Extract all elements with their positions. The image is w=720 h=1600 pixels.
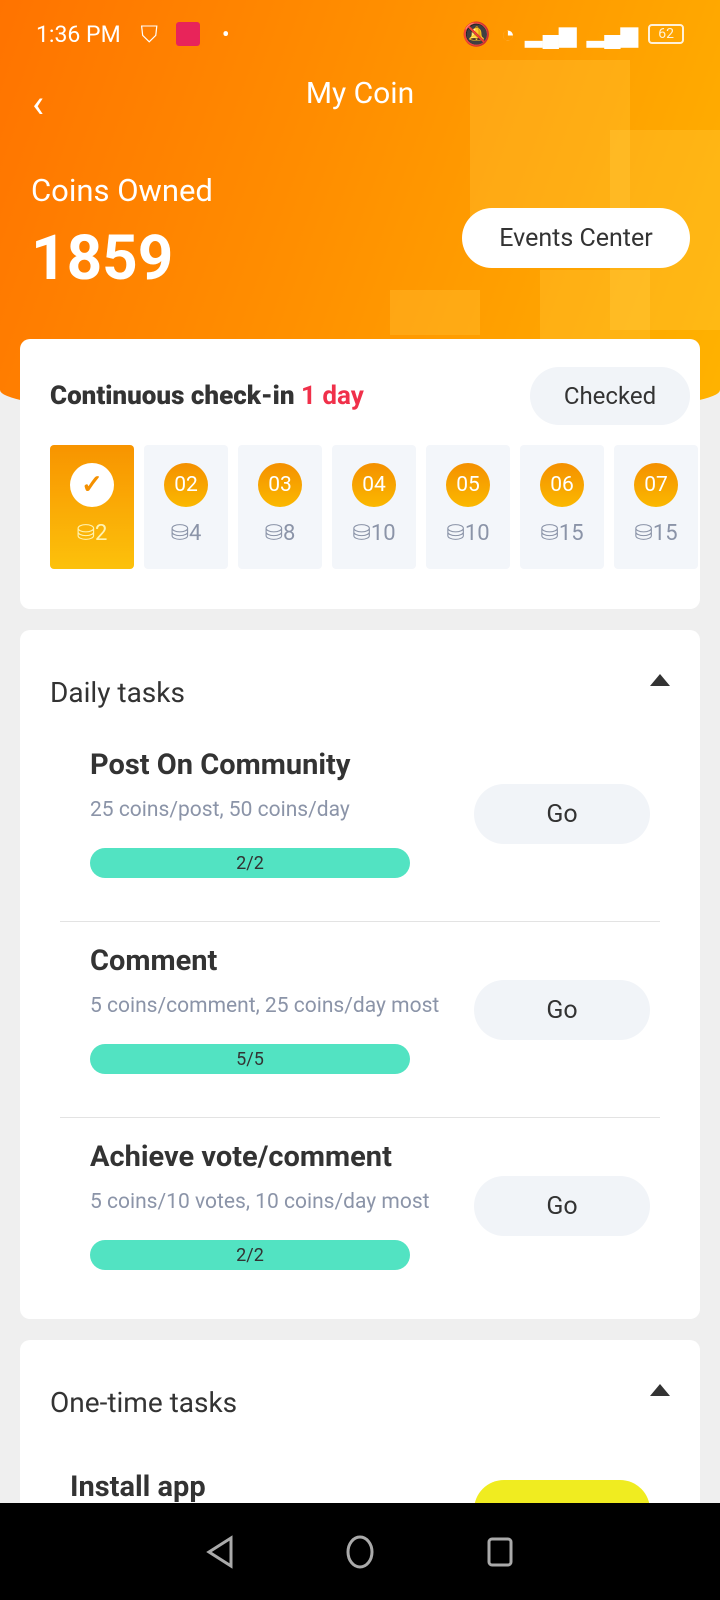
day-number: 03 — [258, 463, 302, 507]
checkin-day: 05 ⛁10 — [426, 445, 510, 569]
checkin-day: 03 ⛁8 — [238, 445, 322, 569]
coins-owned-value: 1859 — [31, 222, 174, 295]
task-item: Achieve vote/comment 5 coins/10 votes, 1… — [60, 1118, 660, 1314]
signal-icon-2: ▂▄▆ — [586, 20, 639, 48]
day-number: 04 — [352, 463, 396, 507]
dot-icon: • — [221, 20, 230, 48]
day-number: 06 — [540, 463, 584, 507]
status-bar: 1:36 PM ⛉ • 🔕 ◔ ▂▄▆ ▂▄▆ 62 — [36, 16, 684, 52]
checkin-title: Continuous check-in 1 day — [50, 381, 364, 411]
coin-stack-icon: ⛁ — [634, 521, 653, 546]
coin-stack-icon: ⛁ — [540, 521, 559, 546]
wifi-icon: ◔ — [501, 20, 515, 48]
task-name: Achieve vote/comment — [90, 1140, 392, 1174]
task-progress-bar: 2/2 — [90, 1240, 410, 1270]
checkin-day: ✓ ⛁2 — [50, 445, 134, 569]
go-button[interactable]: Go — [474, 980, 650, 1040]
daily-tasks-card: Daily tasks Post On Community 25 coins/p… — [20, 630, 700, 1319]
shield-icon: ⛉ — [140, 20, 158, 48]
clock: 1:36 PM — [36, 20, 121, 48]
streak-count: 1 day — [300, 381, 364, 411]
signal-icon: ▂▄▆ — [524, 20, 577, 48]
day-coins: 15 — [652, 521, 678, 546]
collapse-icon[interactable] — [650, 1384, 670, 1396]
home-nav-icon[interactable] — [345, 1535, 375, 1569]
task-name: Install app — [70, 1470, 206, 1504]
day-coins: 15 — [558, 521, 584, 546]
go-button[interactable]: Go — [474, 784, 650, 844]
day-coins: 10 — [370, 521, 396, 546]
checkin-day: 07 ⛁15 — [614, 445, 698, 569]
checkin-card: Continuous check-in 1 day Checked ✓ ⛁2 0… — [20, 339, 700, 609]
app-notification-icon — [175, 22, 200, 46]
navigation-bar — [0, 1503, 720, 1600]
day-coins: 2 — [95, 521, 108, 546]
coin-stack-icon: ⛁ — [446, 521, 465, 546]
task-progress-bar: 5/5 — [90, 1044, 410, 1074]
checked-button[interactable]: Checked — [530, 367, 690, 425]
battery-icon: 62 — [648, 24, 684, 44]
task-item: Post On Community 25 coins/post, 50 coin… — [60, 726, 660, 922]
coin-stack-icon: ⛁ — [264, 521, 284, 546]
task-item: Comment 5 coins/comment, 25 coins/day mo… — [60, 922, 660, 1118]
recents-nav-icon[interactable] — [485, 1535, 515, 1569]
events-center-button[interactable]: Events Center — [462, 208, 690, 268]
coins-owned-label: Coins Owned — [31, 172, 213, 209]
day-number: 02 — [164, 463, 208, 507]
mute-bell-icon: 🔕 — [462, 20, 491, 48]
day-coins: 4 — [189, 521, 202, 546]
go-button[interactable]: Go — [474, 1176, 650, 1236]
checkin-days: ✓ ⛁2 02 ⛁4 03 ⛁8 04 ⛁10 05 ⛁10 06 ⛁15 07… — [50, 445, 698, 569]
one-time-tasks-title: One-time tasks — [50, 1386, 238, 1419]
task-description: 5 coins/comment, 25 coins/day most — [90, 994, 440, 1018]
check-icon: ✓ — [70, 463, 114, 507]
coin-stack-icon: ⛁ — [170, 521, 190, 546]
daily-tasks-title: Daily tasks — [50, 676, 185, 709]
checkin-day: 04 ⛁10 — [332, 445, 416, 569]
day-coins: 8 — [283, 521, 296, 546]
task-description: 25 coins/post, 50 coins/day — [90, 798, 350, 822]
day-number: 05 — [446, 463, 490, 507]
back-button[interactable]: ‹ — [32, 80, 45, 127]
task-progress-bar: 2/2 — [90, 848, 410, 878]
checkin-day: 02 ⛁4 — [144, 445, 228, 569]
day-number: 07 — [634, 463, 678, 507]
coin-stack-icon: ⛁ — [76, 521, 96, 546]
coin-stack-icon: ⛁ — [352, 521, 371, 546]
task-name: Post On Community — [90, 748, 351, 782]
checkin-day: 06 ⛁15 — [520, 445, 604, 569]
day-coins: 10 — [464, 521, 490, 546]
page-title: My Coin — [305, 76, 415, 111]
task-name: Comment — [90, 944, 218, 978]
back-nav-icon[interactable] — [205, 1534, 235, 1569]
collapse-icon[interactable] — [650, 674, 670, 686]
task-description: 5 coins/10 votes, 10 coins/day most — [90, 1190, 430, 1214]
